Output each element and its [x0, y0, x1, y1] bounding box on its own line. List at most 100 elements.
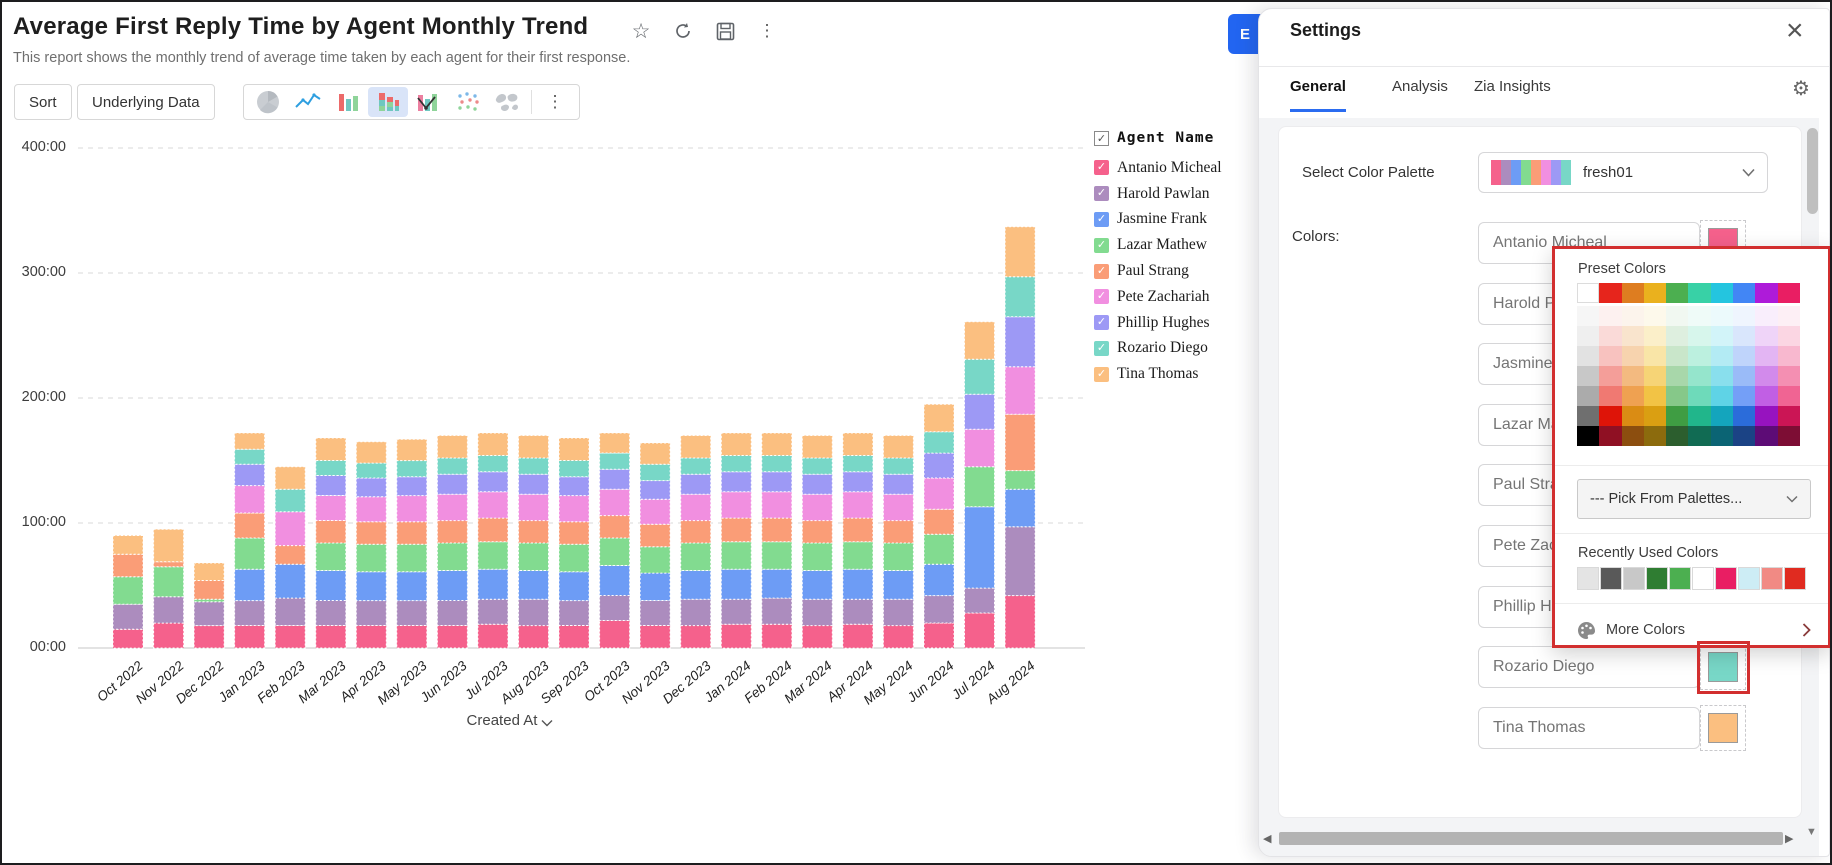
bar-segment-tina-thomas[interactable] [436, 435, 468, 459]
bar-segment-harold-pawlan[interactable] [680, 598, 712, 627]
bar-segment-paul-strang[interactable] [436, 520, 468, 544]
bar-segment-rozario-diego[interactable] [355, 462, 387, 479]
scroll-right-arrow-icon[interactable]: ▶ [1785, 833, 1794, 845]
bar-segment-jasmine-frank[interactable] [882, 570, 914, 600]
underlying-data-button[interactable]: Underlying Data [77, 84, 215, 120]
bar-segment-phillip-hughes[interactable] [234, 463, 266, 487]
preset-color-cell[interactable] [1643, 426, 1667, 446]
bar-segment-lazar-mathew[interactable] [964, 466, 995, 508]
bar-segment-pete-zachariah[interactable] [477, 491, 509, 519]
preset-color-cell[interactable] [1710, 426, 1734, 446]
bar-segment-tina-thomas[interactable] [720, 432, 752, 456]
bar-segment-antanio-micheal[interactable] [1004, 595, 1036, 649]
bar-segment-antanio-micheal[interactable] [720, 623, 752, 649]
preset-color-cell[interactable] [1577, 366, 1600, 386]
bar-segment-tina-thomas[interactable] [355, 441, 387, 464]
bar-segment-pete-zachariah[interactable] [518, 493, 549, 522]
bar-segment-phillip-hughes[interactable] [761, 471, 793, 493]
sort-button[interactable]: Sort [14, 84, 72, 120]
map-chart-icon[interactable] [488, 87, 528, 117]
bar-segment-paul-strang[interactable] [315, 520, 347, 544]
preset-color-cell[interactable] [1755, 426, 1778, 446]
preset-color-cell[interactable] [1666, 406, 1689, 426]
preset-color-cell[interactable] [1733, 366, 1756, 386]
bar-segment-pete-zachariah[interactable] [842, 491, 874, 519]
pie-chart-icon[interactable] [248, 87, 288, 117]
bar-segment-pete-zachariah[interactable] [882, 493, 914, 522]
bar-segment-paul-strang[interactable] [882, 520, 914, 544]
preset-color-cell[interactable] [1666, 346, 1689, 366]
scroll-down-arrow-icon[interactable]: ▼ [1806, 826, 1817, 838]
preset-color-cell[interactable] [1688, 426, 1711, 446]
preset-color-cell[interactable] [1643, 326, 1667, 346]
bar-segment-harold-pawlan[interactable] [355, 600, 387, 626]
bar-segment-phillip-hughes[interactable] [801, 473, 833, 495]
recently-used-color[interactable] [1577, 567, 1599, 590]
bar-segment-harold-pawlan[interactable] [801, 598, 833, 627]
preset-color-cell[interactable] [1577, 283, 1600, 303]
legend-checkbox[interactable]: ✓ [1094, 211, 1109, 227]
recently-used-color[interactable] [1715, 567, 1737, 590]
legend-item-rozario-diego[interactable]: ✓ Rozario Diego [1094, 336, 1259, 362]
preset-color-cell[interactable] [1710, 386, 1734, 406]
preset-color-cell[interactable] [1733, 426, 1756, 446]
scatter-chart-icon[interactable] [448, 87, 488, 117]
bar-segment-lazar-mathew[interactable] [842, 541, 874, 570]
bar-segment-harold-pawlan[interactable] [234, 600, 266, 626]
bar-segment-rozario-diego[interactable] [599, 452, 631, 470]
bar-segment-paul-strang[interactable] [923, 508, 955, 535]
bar-segment-phillip-hughes[interactable] [518, 473, 549, 495]
legend-item-harold-pawlan[interactable]: ✓ Harold Pawlan [1094, 181, 1259, 207]
vertical-scrollbar[interactable]: ▼ [1806, 126, 1819, 838]
bar-segment-jasmine-frank[interactable] [801, 570, 833, 600]
preset-color-cell[interactable] [1643, 346, 1667, 366]
bar-segment-lazar-mathew[interactable] [761, 541, 793, 570]
bar-segment-lazar-mathew[interactable] [720, 541, 752, 570]
recently-used-color[interactable] [1600, 567, 1622, 590]
preset-color-cell[interactable] [1755, 306, 1778, 326]
bar-segment-lazar-mathew[interactable] [193, 598, 225, 603]
bar-segment-jasmine-frank[interactable] [842, 568, 874, 600]
bar-segment-tina-thomas[interactable] [680, 435, 712, 459]
preset-color-cell[interactable] [1643, 406, 1667, 426]
preset-color-cell[interactable] [1688, 346, 1711, 366]
bar-segment-harold-pawlan[interactable] [720, 598, 752, 625]
bar-segment-pete-zachariah[interactable] [801, 493, 833, 522]
legend-checkbox[interactable]: ✓ [1094, 237, 1109, 253]
legend-checkbox[interactable]: ✓ [1094, 366, 1109, 382]
preset-color-cell[interactable] [1643, 386, 1667, 406]
bar-segment-paul-strang[interactable] [558, 521, 590, 545]
bar-segment-harold-pawlan[interactable] [882, 598, 914, 627]
bar-segment-paul-strang[interactable] [518, 520, 549, 544]
bar-segment-antanio-micheal[interactable] [761, 623, 793, 649]
bar-segment-tina-thomas[interactable] [193, 562, 225, 581]
preset-color-cell[interactable] [1688, 283, 1711, 303]
preset-color-cell[interactable] [1621, 426, 1644, 446]
preset-color-cell[interactable] [1643, 366, 1667, 386]
legend-checkbox[interactable]: ✓ [1094, 315, 1109, 331]
bar-segment-lazar-mathew[interactable] [315, 542, 347, 571]
bar-segment-phillip-hughes[interactable] [842, 471, 874, 493]
preset-color-cell[interactable] [1755, 283, 1778, 303]
bar-segment-paul-strang[interactable] [639, 523, 671, 548]
bar-segment-jasmine-frank[interactable] [599, 565, 631, 596]
bar-segment-paul-strang[interactable] [274, 545, 306, 565]
preset-color-cell[interactable] [1577, 306, 1600, 326]
preset-color-cell[interactable] [1777, 346, 1800, 366]
legend-item-pete-zachariah[interactable]: ✓ Pete Zachariah [1094, 284, 1259, 310]
bar-segment-tina-thomas[interactable] [639, 442, 671, 465]
bar-segment-pete-zachariah[interactable] [396, 495, 428, 523]
bar-segment-lazar-mathew[interactable] [436, 542, 468, 571]
bar-segment-pete-zachariah[interactable] [558, 495, 590, 523]
preset-color-cell[interactable] [1710, 406, 1734, 426]
bar-segment-jasmine-frank[interactable] [315, 570, 347, 601]
preset-color-cell[interactable] [1599, 283, 1622, 303]
bar-segment-harold-pawlan[interactable] [964, 587, 995, 614]
bar-segment-pete-zachariah[interactable] [680, 493, 712, 522]
bar-segment-pete-zachariah[interactable] [274, 511, 306, 547]
preset-color-cell[interactable] [1599, 346, 1622, 366]
legend-item-lazar-mathew[interactable]: ✓ Lazar Mathew [1094, 232, 1259, 258]
title-more-menu-icon[interactable]: ⋮ [758, 21, 776, 40]
color-swatch-tina-thomas[interactable] [1700, 704, 1746, 751]
preset-color-cell[interactable] [1643, 283, 1667, 303]
